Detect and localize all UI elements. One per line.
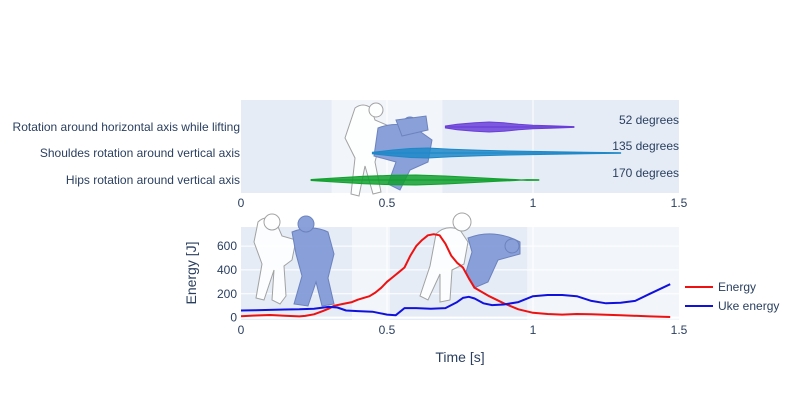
angle-annotation: 52 degrees — [619, 113, 679, 127]
bottom-y-tick-label: 600 — [217, 239, 237, 253]
top-x-tick-label: 1.5 — [671, 196, 688, 210]
judo-throw-illustration-bottom-left — [253, 213, 335, 307]
violin-shape — [310, 174, 540, 186]
energy-series-line — [240, 233, 671, 318]
legend[interactable]: Energy Uke energy — [685, 280, 779, 313]
category-label: Hips rotation around vertical axis — [66, 173, 240, 187]
bottom-y-tick-labels: 0 200 400 600 — [217, 239, 237, 325]
energy-series-line — [240, 283, 671, 317]
bottom-y-tick-label: 0 — [230, 311, 237, 325]
angle-annotation: 135 degrees — [612, 139, 679, 153]
legend-item[interactable]: Energy — [685, 280, 756, 294]
category-labels: Rotation around horizontal axis while li… — [13, 120, 240, 187]
top-x-tick-label: 0.5 — [379, 196, 396, 210]
x-axis-title: Time [s] — [435, 349, 484, 365]
legend-label: Uke energy — [718, 299, 779, 313]
bottom-y-tick-label: 400 — [217, 263, 237, 277]
violin-shape — [371, 147, 622, 159]
bottom-x-tick-labels: 0 0.5 1 1.5 — [238, 323, 688, 337]
legend-item[interactable]: Uke energy — [685, 299, 779, 313]
y-axis-title: Energy [J] — [183, 241, 199, 304]
category-label: Rotation around horizontal axis while li… — [13, 120, 240, 134]
top-x-tick-label: 1 — [530, 196, 537, 210]
bottom-x-tick-label: 1.5 — [671, 323, 688, 337]
bottom-x-tick-label: 1 — [530, 323, 537, 337]
bottom-highlight-windows — [351, 227, 679, 320]
violin-traces — [310, 121, 622, 186]
legend-label: Energy — [718, 280, 756, 294]
rotation-violin-panel: Rotation around horizontal axis while li… — [13, 100, 688, 210]
angle-annotations: 52 degrees 135 degrees 170 degrees — [612, 113, 679, 180]
bottom-highlight-window — [351, 227, 390, 320]
judo-throw-illustration-bottom-right — [419, 212, 521, 303]
angle-annotation: 170 degrees — [612, 166, 679, 180]
energy-lines — [240, 233, 671, 318]
top-x-tick-label: 0 — [238, 196, 245, 210]
category-label: Shouldes rotation around vertical axis — [40, 146, 240, 160]
bottom-x-tick-label: 0.5 — [379, 323, 396, 337]
violin-shape — [444, 121, 575, 133]
top-x-tick-labels: 0 0.5 1 1.5 — [238, 196, 688, 210]
bottom-highlight-window — [527, 227, 679, 320]
bottom-x-tick-label: 0 — [238, 323, 245, 337]
bottom-y-tick-label: 200 — [217, 287, 237, 301]
